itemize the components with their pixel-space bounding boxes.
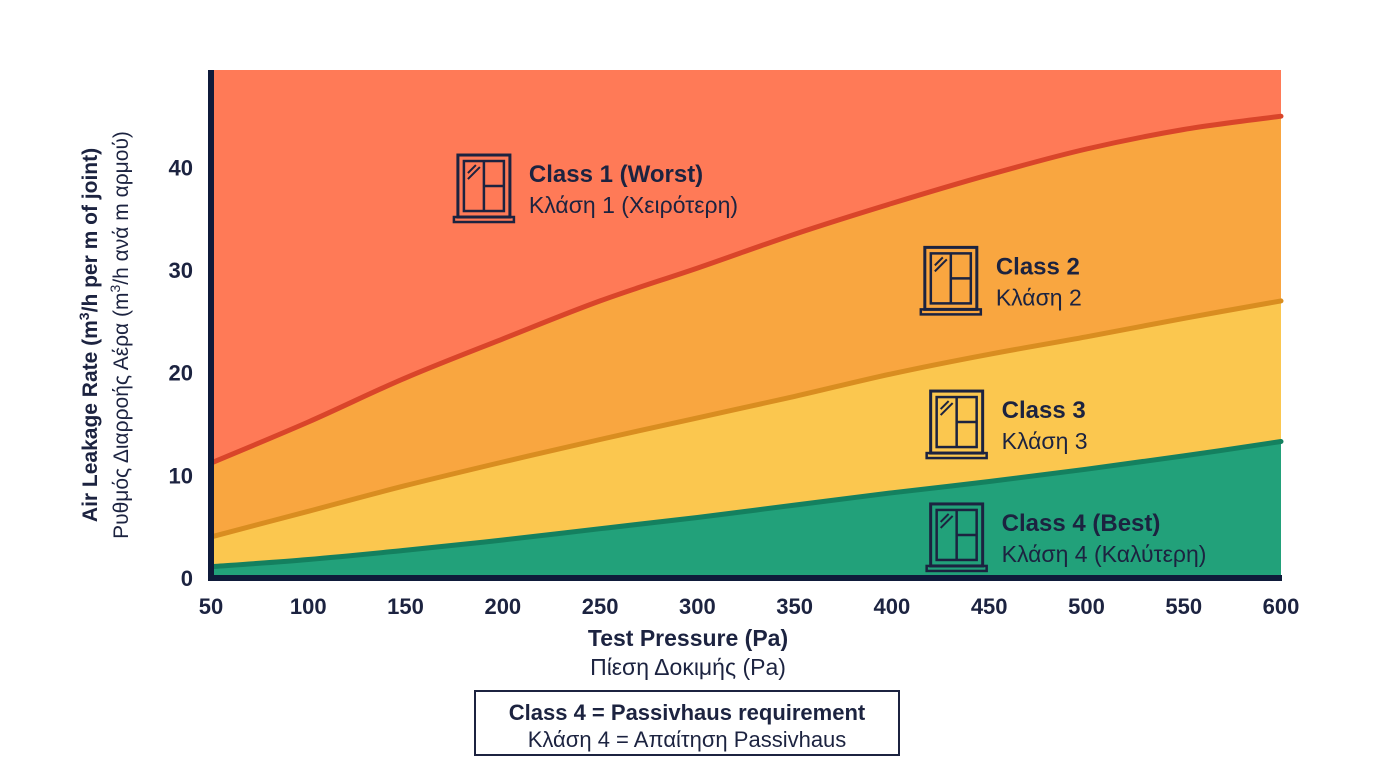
class-boundary-line-3 xyxy=(208,439,1284,570)
y-tick-label: 20 xyxy=(169,361,193,386)
y-tick-labels: 0 10 20 30 40 xyxy=(169,155,193,591)
y-axis-label-greek-main: Ρυθμός Διαρροής Αέρα (m xyxy=(110,293,133,539)
x-tick-label: 250 xyxy=(582,594,619,619)
x-tick-label: 200 xyxy=(484,594,521,619)
y-tick-label: 0 xyxy=(181,566,193,591)
class-boundary-lines xyxy=(208,113,1284,570)
x-tick-label: 100 xyxy=(290,594,327,619)
y-axis-label: Air Leakage Rate (m3/h per m of joint) Ρ… xyxy=(76,131,133,539)
class-label-subtitle-2: Κλάση 2 xyxy=(996,284,1082,310)
y-axis-label-greek-rest: /h ανά m αρμού) xyxy=(110,131,133,285)
axes xyxy=(208,70,1282,581)
x-tick-label: 550 xyxy=(1165,594,1202,619)
x-axis-label: Test Pressure (Pa) xyxy=(587,625,789,651)
y-axis-label-sup: 3 xyxy=(76,312,92,320)
class-label-3: Class 3 Κλάση 3 xyxy=(925,389,1088,460)
class-label-2: Class 2 Κλάση 2 xyxy=(919,245,1082,316)
x-tick-label: 450 xyxy=(971,594,1008,619)
x-tick-labels: 50 100 150 200 250 300 350 400 450 500 550 600 xyxy=(199,594,1300,619)
x-axis-label-greek: Πίεση Δοκιμής (Pa) xyxy=(590,654,786,680)
x-tick-label: 400 xyxy=(874,594,911,619)
class-label-title-4: Class 4 (Best) xyxy=(1002,510,1161,537)
window-icon xyxy=(452,153,516,224)
x-tick-label: 50 xyxy=(199,594,223,619)
x-tick-label: 500 xyxy=(1068,594,1105,619)
svg-text:Ρυθμός Διαρροής Αέρα (m3/h ανά: Ρυθμός Διαρροής Αέρα (m3/h ανά m αρμού) xyxy=(107,131,133,539)
y-axis-label-rest: /h per m of joint) xyxy=(79,148,102,312)
window-icon xyxy=(925,502,988,573)
class-label-subtitle-3: Κλάση 3 xyxy=(1002,428,1088,454)
class-label-title-2: Class 2 xyxy=(996,253,1080,280)
passivhaus-note: Class 4 = Passivhaus requirement Κλάση 4… xyxy=(474,690,900,756)
class-label-title-1: Class 1 (Worst) xyxy=(529,161,703,188)
y-tick-label: 40 xyxy=(169,155,193,180)
passivhaus-note-line2: Κλάση 4 = Απαίτηση Passivhaus xyxy=(527,727,847,752)
passivhaus-note-line1: Class 4 = Passivhaus requirement xyxy=(508,700,866,725)
class-label-subtitle-4: Κλάση 4 (Καλύτερη) xyxy=(1002,541,1207,567)
class-label-4: Class 4 (Best) Κλάση 4 (Καλύτερη) xyxy=(925,502,1207,573)
window-icon xyxy=(925,389,988,460)
x-tick-label: 300 xyxy=(679,594,716,619)
y-tick-label: 10 xyxy=(169,463,193,488)
class-label-1: Class 1 (Worst) Κλάση 1 (Χειρότερη) xyxy=(452,153,738,224)
class-boundary-line-1 xyxy=(208,113,1284,466)
x-tick-label: 150 xyxy=(387,594,424,619)
class-labels: Class 1 (Worst)Κλάση 1 (Χειρότερη)Class … xyxy=(452,153,1207,573)
class-label-title-3: Class 3 xyxy=(1002,397,1086,424)
window-icon xyxy=(919,245,983,316)
x-tick-label: 600 xyxy=(1263,594,1300,619)
class-label-subtitle-1: Κλάση 1 (Χειρότερη) xyxy=(529,192,738,218)
y-axis-label-main: Air Leakage Rate (m xyxy=(79,320,102,522)
class-regions xyxy=(211,70,1281,578)
class-boundary-line-2 xyxy=(208,298,1284,540)
y-axis-label-greek-sup: 3 xyxy=(107,285,123,293)
svg-text:Air Leakage Rate (m3/h per m o: Air Leakage Rate (m3/h per m of joint) xyxy=(76,148,102,522)
x-tick-label: 350 xyxy=(776,594,813,619)
y-tick-label: 30 xyxy=(169,258,193,283)
